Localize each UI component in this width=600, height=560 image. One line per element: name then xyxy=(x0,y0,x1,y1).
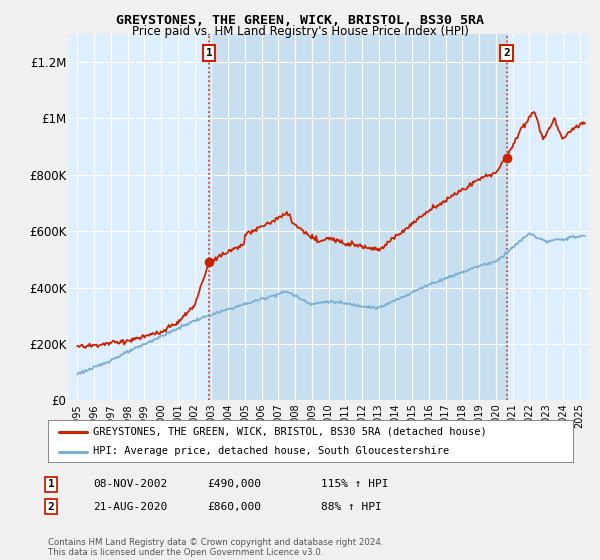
Text: GREYSTONES, THE GREEN, WICK, BRISTOL, BS30 5RA (detached house): GREYSTONES, THE GREEN, WICK, BRISTOL, BS… xyxy=(92,427,487,437)
Text: HPI: Average price, detached house, South Gloucestershire: HPI: Average price, detached house, Sout… xyxy=(92,446,449,456)
Text: 1: 1 xyxy=(47,479,55,489)
Text: £490,000: £490,000 xyxy=(207,479,261,489)
Text: £860,000: £860,000 xyxy=(207,502,261,512)
Text: 88% ↑ HPI: 88% ↑ HPI xyxy=(321,502,382,512)
Text: 2: 2 xyxy=(503,48,510,58)
Text: 21-AUG-2020: 21-AUG-2020 xyxy=(93,502,167,512)
Text: 1: 1 xyxy=(206,48,212,58)
Text: GREYSTONES, THE GREEN, WICK, BRISTOL, BS30 5RA: GREYSTONES, THE GREEN, WICK, BRISTOL, BS… xyxy=(116,14,484,27)
Bar xyxy=(209,34,506,400)
Text: Price paid vs. HM Land Registry's House Price Index (HPI): Price paid vs. HM Land Registry's House … xyxy=(131,25,469,38)
Text: 2: 2 xyxy=(47,502,55,512)
Text: 08-NOV-2002: 08-NOV-2002 xyxy=(93,479,167,489)
Text: 115% ↑ HPI: 115% ↑ HPI xyxy=(321,479,389,489)
Text: Contains HM Land Registry data © Crown copyright and database right 2024.
This d: Contains HM Land Registry data © Crown c… xyxy=(48,538,383,557)
